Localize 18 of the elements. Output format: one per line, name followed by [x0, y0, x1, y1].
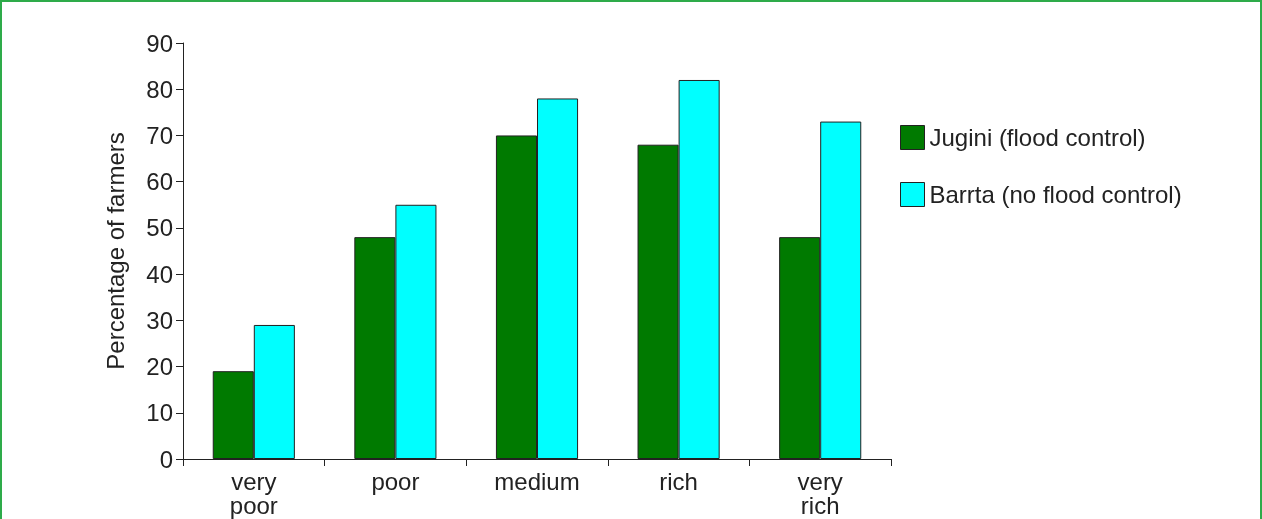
- legend-label: Barrta (no flood control): [929, 181, 1182, 208]
- y-axis-title: Percentage of farmers: [101, 132, 129, 370]
- y-tick-label: 60: [146, 168, 173, 196]
- y-tick-label: 40: [146, 260, 173, 288]
- legend-label: Jugini (flood control): [929, 124, 1146, 151]
- y-tick-label: 70: [146, 121, 173, 149]
- x-tick-label: very rich: [797, 467, 843, 519]
- y-tick-label: 20: [146, 353, 173, 381]
- y-tick-label: 80: [146, 75, 173, 103]
- x-tick-label: rich: [659, 467, 698, 495]
- x-tick-label: poor: [371, 467, 420, 495]
- y-tick-label: 90: [146, 29, 173, 57]
- x-tick-label: very poor: [229, 467, 278, 519]
- y-tick-label: 30: [146, 306, 173, 334]
- y-tick-label: 0: [159, 445, 173, 473]
- y-tick-label: 10: [146, 399, 173, 427]
- y-tick-label: 50: [146, 214, 173, 242]
- x-tick-label: medium: [494, 467, 580, 495]
